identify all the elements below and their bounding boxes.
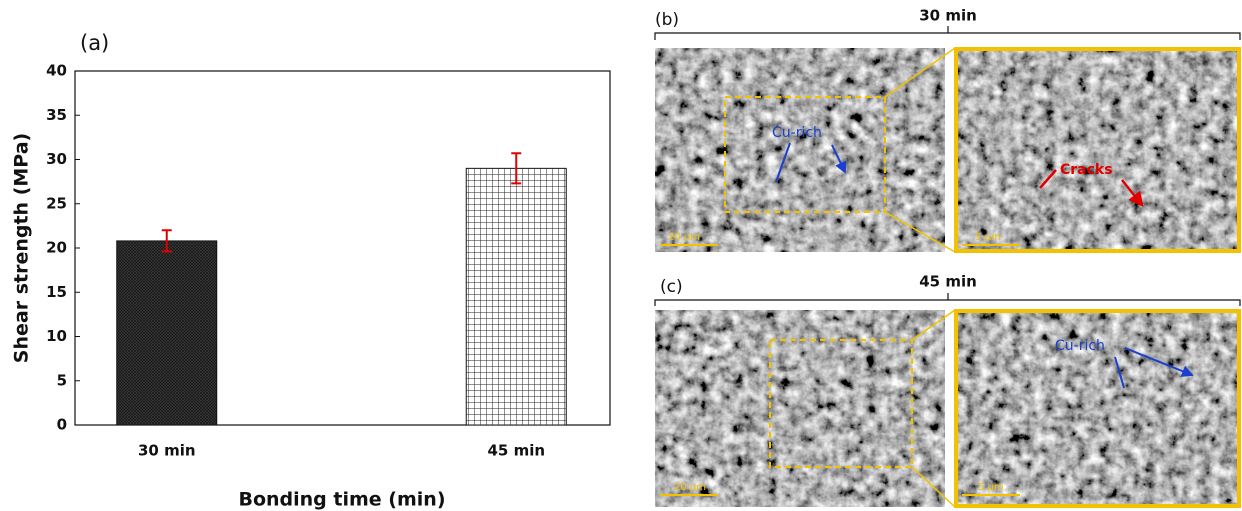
scale-label: 20 μm (674, 482, 706, 493)
y-tick-label: 20 (46, 239, 67, 257)
page: {"chart_data": {"type": "bar", "title": … (0, 0, 1242, 511)
y-tick-label: 30 (46, 150, 67, 168)
annotation: Cracks (1060, 162, 1113, 178)
y-tick-label: 0 (57, 416, 67, 434)
chart-title: (a) (80, 31, 109, 55)
bar-chart: (a) Shear strength (MPa) Bonding time (m… (11, 31, 611, 511)
bracket (655, 293, 1240, 306)
y-tick-label: 15 (46, 283, 67, 301)
scale-label: 5 μm (975, 232, 1001, 243)
bracket (655, 26, 1240, 40)
panel-b: (b) 30 min Cu-rich Cracks 20 μm 5 μm (655, 7, 1240, 253)
x-tick-label: 45 min (487, 442, 545, 460)
x-axis-label: Bonding time (min) (238, 489, 445, 511)
annotation: Cu-rich (772, 125, 822, 141)
x-tick-label: 30 min (138, 442, 196, 460)
y-axis-label: Shear strength (MPa) (11, 133, 33, 363)
y-tick-label: 5 (57, 371, 67, 389)
bar-hatch (117, 241, 217, 425)
panel-label: (b) (655, 10, 679, 30)
scale-label: 5 μm (978, 482, 1004, 493)
panel-time: 45 min (919, 273, 977, 291)
y-tick-label: 10 (46, 327, 67, 345)
sem-image-zoom (955, 48, 1240, 252)
annotation: Cu-rich (1055, 338, 1105, 354)
y-tick-label: 35 (46, 106, 67, 124)
bar-hatch (466, 168, 566, 425)
scale-label: 20 μm (668, 232, 700, 243)
panel-c: (c) 45 min Cu-rich 20 μm 5 μm (655, 273, 1240, 508)
panel-time: 30 min (919, 7, 977, 25)
y-tick-label: 40 (46, 62, 67, 80)
figure: (a) Shear strength (MPa) Bonding time (m… (0, 0, 1242, 511)
y-tick-label: 25 (46, 194, 67, 212)
panel-label: (c) (660, 277, 683, 297)
